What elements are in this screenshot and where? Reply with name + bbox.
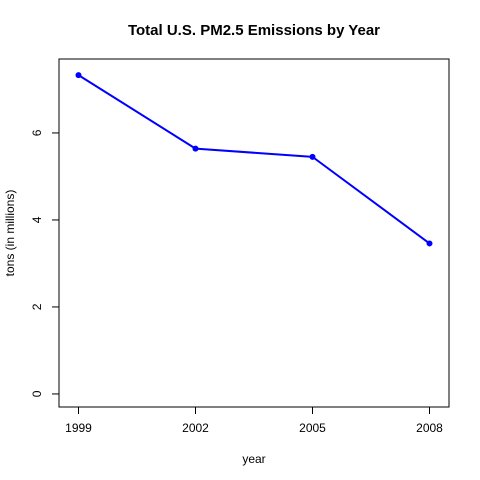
y-tick-label: 0 <box>30 390 44 397</box>
y-tick-label: 2 <box>30 303 44 310</box>
series-line <box>77 74 431 245</box>
x-axis-label: year <box>242 452 265 466</box>
x-tick-label: 2008 <box>416 421 443 435</box>
y-tick-label: 6 <box>30 129 44 136</box>
data-point <box>192 145 199 152</box>
y-axis-label: tons (in millions) <box>3 190 17 277</box>
x-tick-label: 1999 <box>65 421 92 435</box>
x-tick-label: 2002 <box>182 421 209 435</box>
data-point <box>426 240 433 247</box>
y-tick-label: 4 <box>30 216 44 223</box>
x-tick-label: 2005 <box>299 421 326 435</box>
chart-title: Total U.S. PM2.5 Emissions by Year <box>128 22 380 39</box>
data-point <box>309 153 316 160</box>
x-axis: 1999 2002 2005 2008 <box>65 406 443 435</box>
data-point <box>75 72 82 79</box>
series-layer <box>75 72 433 247</box>
y-axis: 0 2 4 6 <box>30 129 60 397</box>
plot-frame <box>58 58 450 408</box>
